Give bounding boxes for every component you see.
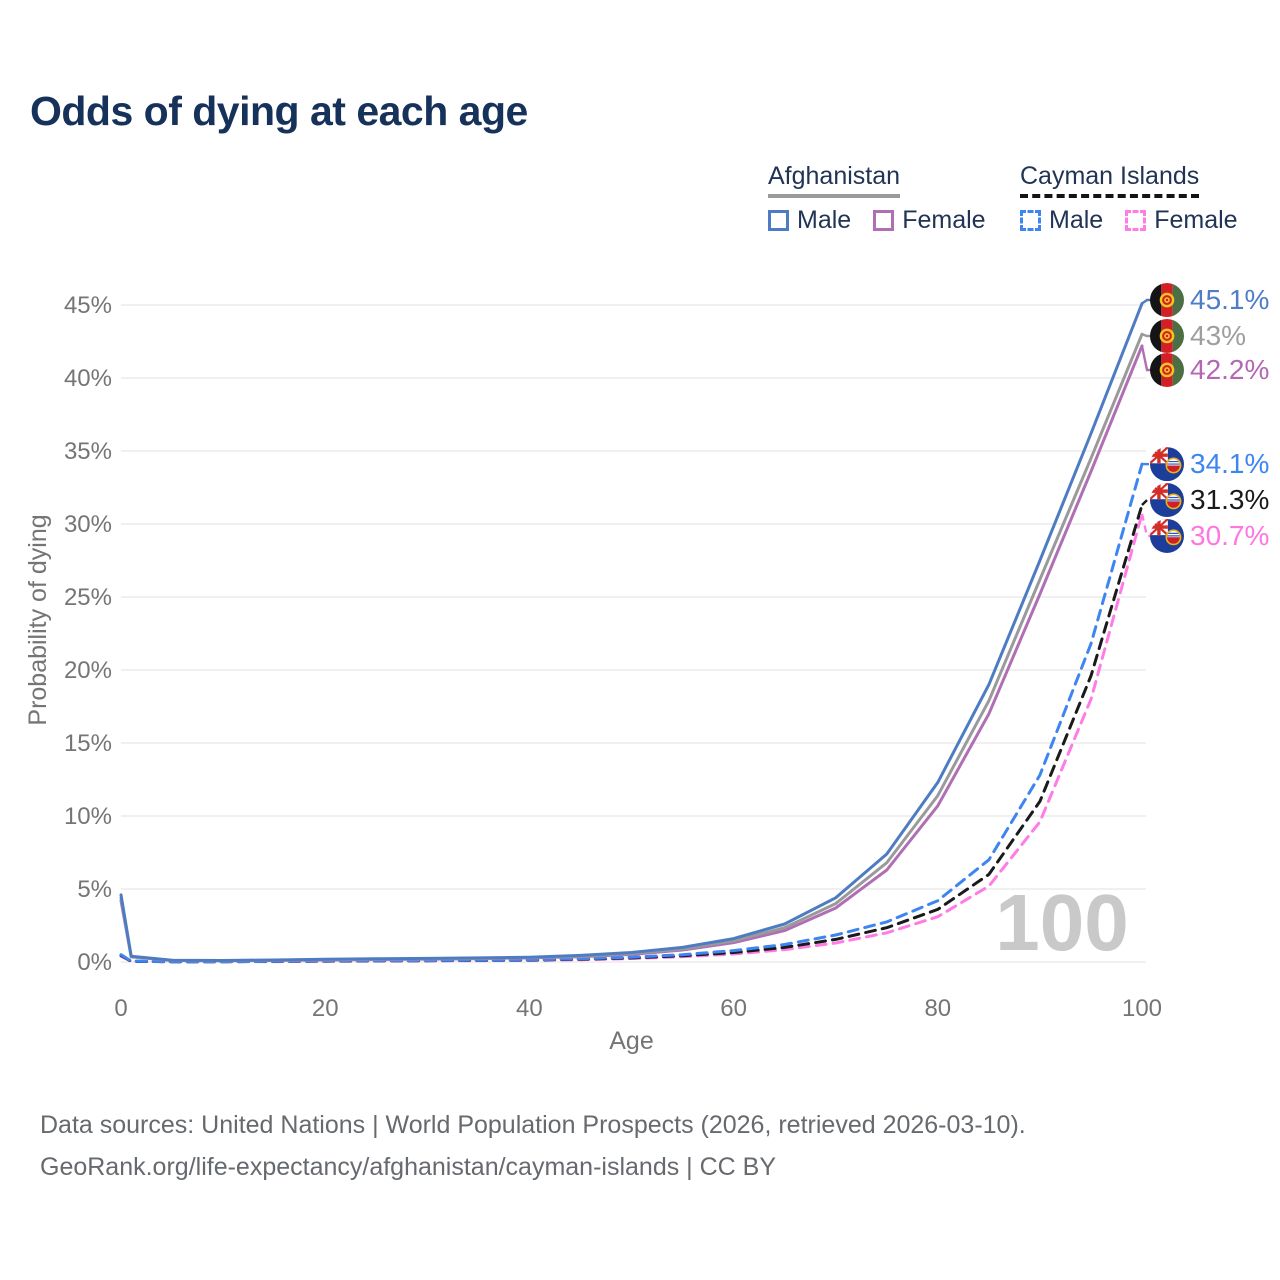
y-axis-title: Probability of dying: [24, 514, 52, 725]
legend-item-afghanistan-male[interactable]: Male: [768, 206, 851, 235]
series-line-afghanistan-female[interactable]: [119, 344, 1144, 963]
legend-item-afghanistan-female[interactable]: Female: [873, 206, 986, 235]
y-tick-label: 15%: [64, 730, 112, 757]
afghanistan-flag-icon[interactable]: [1150, 283, 1184, 318]
x-tick-label: 20: [312, 995, 339, 1022]
series-line-afghanistan-both-sexes[interactable]: [119, 332, 1144, 963]
y-tick-label: 20%: [64, 657, 112, 684]
cayman-flag-icon[interactable]: [1150, 483, 1184, 518]
afghanistan-flag-icon[interactable]: [1150, 318, 1184, 353]
legend-items-afghanistan: Male Female: [768, 206, 986, 235]
age-watermark: 100: [995, 878, 1128, 967]
legend-label: Female: [902, 206, 986, 234]
series-line-cayman-islands-both-sexes[interactable]: [119, 503, 1144, 964]
end-label-connector: [1141, 498, 1152, 506]
legend-label: Male: [797, 206, 852, 234]
legend-group-cayman-islands: Cayman Islands Male Female: [1020, 162, 1238, 235]
end-value-label[interactable]: 43%: [1190, 320, 1246, 351]
x-tick-label: 60: [720, 995, 747, 1022]
legend-header-cayman-islands[interactable]: Cayman Islands: [1020, 162, 1200, 198]
cayman-flag-icon[interactable]: [1150, 447, 1184, 482]
x-tick-label: 0: [114, 995, 127, 1022]
data-sources-line: Data sources: United Nations | World Pop…: [40, 1111, 1026, 1139]
afghanistan-female-swatch-icon: [873, 210, 895, 231]
end-value-label[interactable]: 45.1%: [1190, 284, 1269, 315]
series-line-afghanistan-male[interactable]: [119, 302, 1144, 962]
x-tick-label: 80: [924, 995, 951, 1022]
y-tick-label: 40%: [64, 365, 112, 392]
x-tick-label: 100: [1122, 995, 1162, 1022]
end-value-label[interactable]: 31.3%: [1190, 484, 1269, 515]
x-axis-title: Age: [609, 1027, 653, 1055]
legend-header-afghanistan[interactable]: Afghanistan: [768, 162, 901, 198]
legend-item-cayman-male[interactable]: Male: [1020, 206, 1103, 235]
end-value-label[interactable]: 30.7%: [1190, 520, 1269, 551]
end-value-label[interactable]: 34.1%: [1190, 448, 1269, 479]
georank-credit-line: GeoRank.org/life-expectancy/afghanistan/…: [40, 1153, 777, 1181]
afghanistan-flag-icon[interactable]: [1150, 352, 1184, 387]
footer-attribution: Data sources: United Nations | World Pop…: [40, 1104, 1026, 1188]
y-tick-label: 30%: [64, 511, 112, 538]
legend-label: Male: [1049, 206, 1104, 234]
legend-label: Female: [1154, 206, 1238, 234]
y-tick-label: 25%: [64, 584, 112, 611]
y-tick-label: 5%: [77, 876, 112, 903]
cayman-female-swatch-icon: [1125, 210, 1147, 231]
y-tick-label: 0%: [77, 949, 112, 976]
y-tick-label: 10%: [64, 803, 112, 830]
y-tick-label: 35%: [64, 438, 112, 465]
page-title: Odds of dying at each age: [30, 88, 528, 134]
cayman-flag-icon[interactable]: [1150, 518, 1184, 553]
legend-items-cayman-islands: Male Female: [1020, 206, 1238, 235]
cayman-male-swatch-icon: [1020, 210, 1041, 231]
x-tick-label: 40: [516, 995, 543, 1022]
afghanistan-male-swatch-icon: [768, 210, 789, 231]
end-value-label[interactable]: 42.2%: [1190, 354, 1269, 385]
legend-group-afghanistan: Afghanistan Male Female: [768, 162, 986, 235]
series-line-cayman-islands-female[interactable]: [119, 512, 1144, 964]
y-tick-label: 45%: [64, 292, 112, 319]
legend-item-cayman-female[interactable]: Female: [1125, 206, 1238, 235]
